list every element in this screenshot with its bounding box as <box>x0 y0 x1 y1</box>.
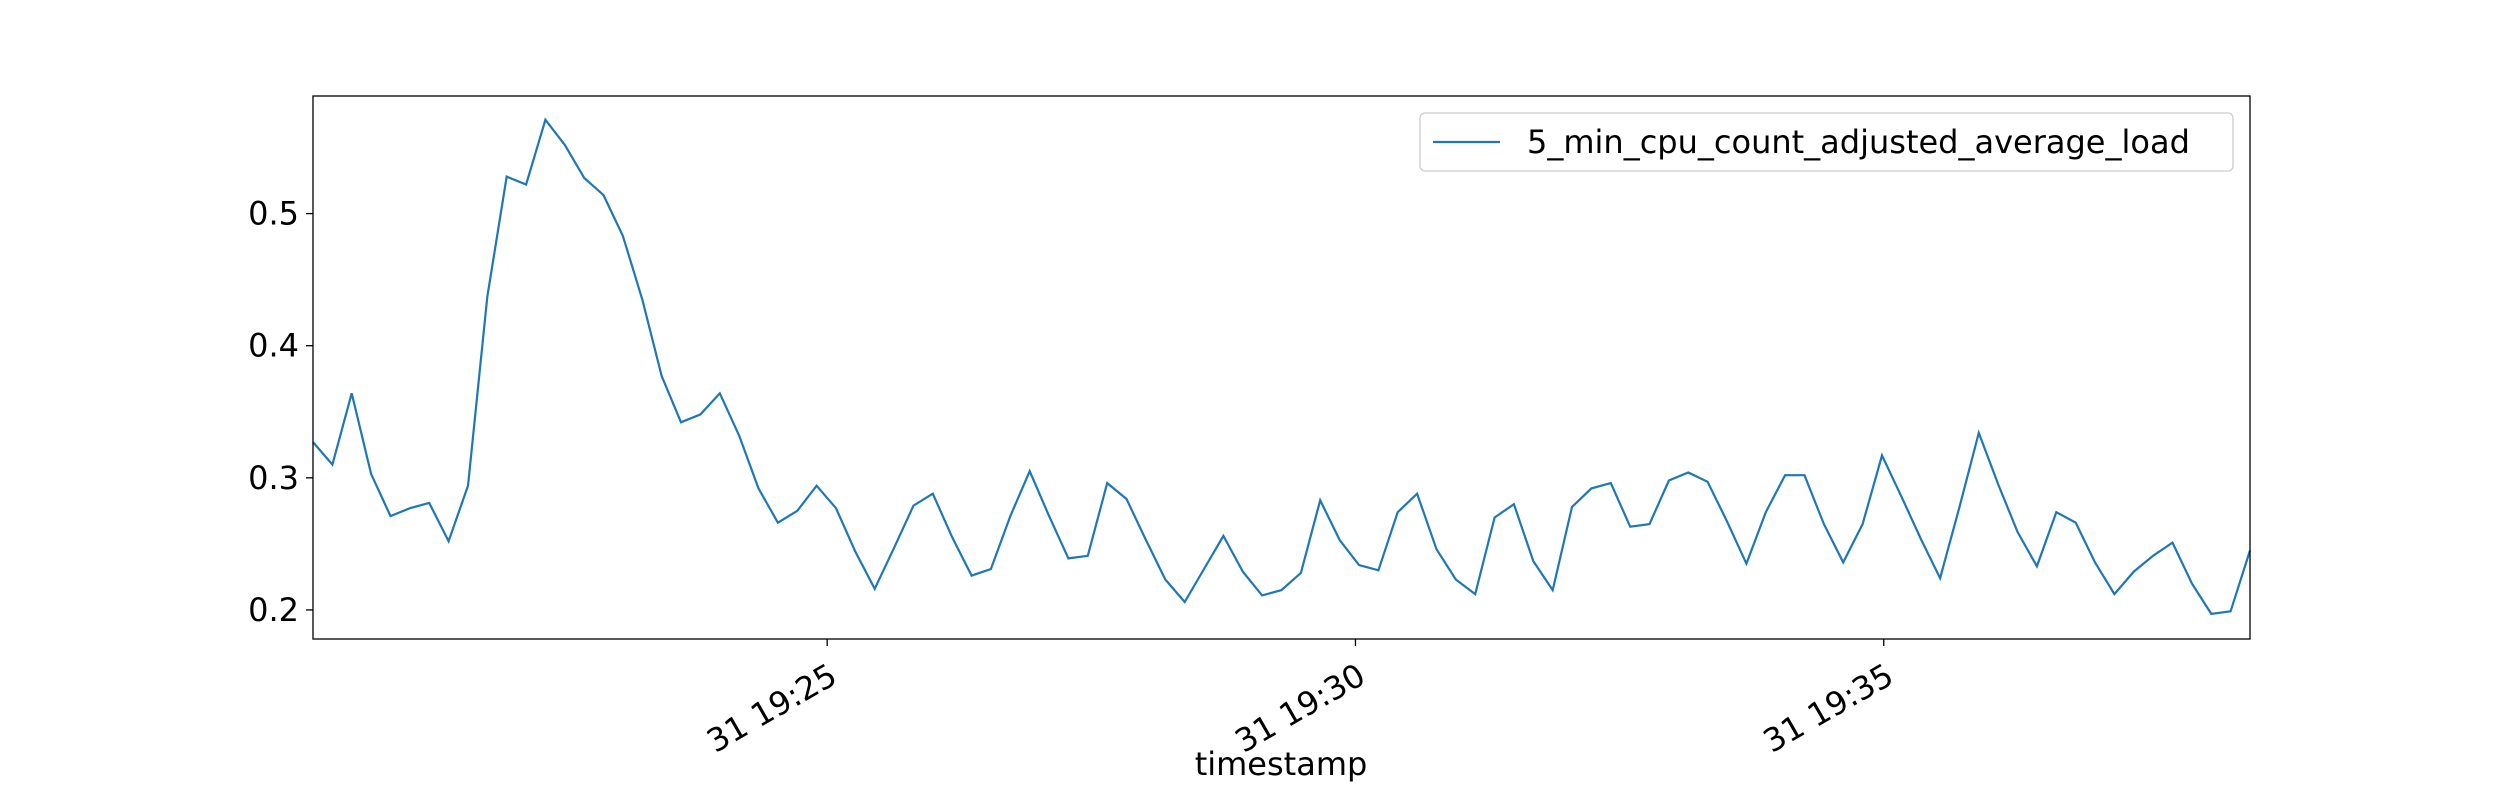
data-line <box>312 117 2252 616</box>
plot-frame <box>312 95 2251 640</box>
legend-box <box>1419 112 2234 172</box>
x-axis-label: timestamp <box>1195 745 1368 783</box>
x-tick-label: 31 19:25 <box>700 656 843 760</box>
y-tick-label: 0.5 <box>248 195 299 233</box>
x-tick-label: 31 19:35 <box>1757 656 1900 760</box>
y-tick-label: 0.2 <box>248 591 299 629</box>
legend-label: 5_min_cpu_count_adjusted_average_load <box>1527 123 2190 161</box>
y-tick-label: 0.4 <box>248 327 299 365</box>
y-tick-label: 0.3 <box>248 459 299 497</box>
